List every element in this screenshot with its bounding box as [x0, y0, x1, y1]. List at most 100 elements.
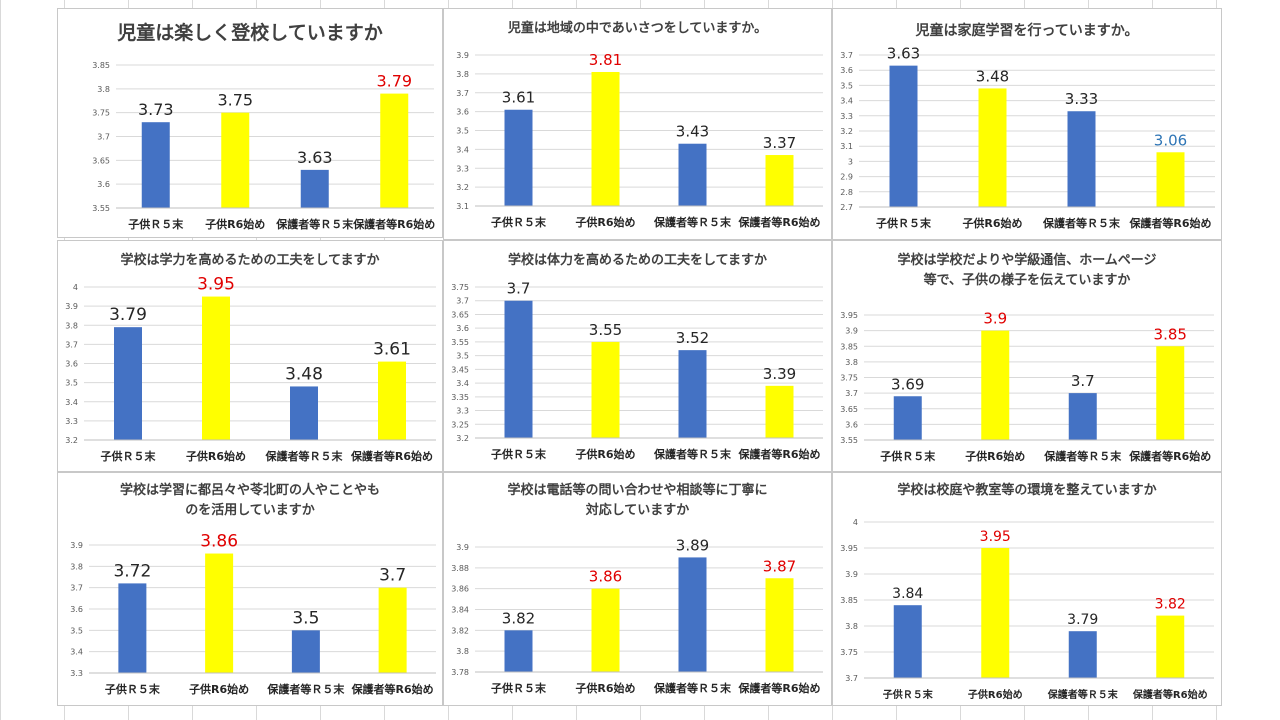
bar [678, 350, 707, 438]
y-tick-label: 3.5 [456, 352, 469, 361]
category-label: 保護者等R6始め [350, 449, 433, 463]
y-tick-label: 3.4 [456, 379, 469, 388]
y-tick-label: 3.35 [451, 393, 469, 402]
bar [202, 296, 230, 440]
data-label: 3.86 [200, 532, 238, 552]
data-label: 3.79 [1067, 612, 1098, 628]
category-label: 子供Ｒ５末 [491, 215, 547, 229]
bar [1156, 152, 1185, 207]
y-tick-label: 3.5 [70, 626, 83, 635]
data-label: 3.86 [589, 568, 622, 586]
category-label: 子供Ｒ５末 [105, 682, 161, 696]
y-tick-label: 3.1 [456, 202, 469, 211]
category-label: 子供R6始め [575, 447, 635, 461]
category-label: 保護者等Ｒ５末 [1042, 216, 1121, 230]
bar [678, 143, 707, 206]
y-tick-label: 3.7 [456, 297, 469, 306]
y-tick-label: 3.45 [451, 365, 469, 374]
data-label: 3.48 [285, 364, 323, 384]
data-label: 3.79 [376, 72, 412, 91]
bar [1068, 393, 1097, 440]
y-tick-label: 3.5 [65, 379, 78, 388]
data-label: 3.7 [379, 566, 406, 586]
chart-title: 学校は学校だよりや学級通信、ホームページ 等で、子供の様子を伝えていますか [833, 251, 1221, 291]
chart-panel-8: 3.78 3.8 3.82 3.84 3.86 3.88 3.9 3.82 子供Ｒ５末 3.86 子… [443, 472, 832, 706]
data-label: 3.39 [763, 365, 796, 383]
y-tick-label: 3.8 [845, 358, 858, 367]
y-tick-label: 3.8 [456, 647, 469, 656]
y-tick-label: 3.6 [65, 360, 78, 369]
y-tick-label: 3.8 [65, 321, 78, 330]
y-tick-label: 3.7 [840, 51, 853, 60]
category-label: 保護者等Ｒ５末 [653, 681, 732, 695]
chart-title-line: 対応していますか [585, 503, 690, 519]
chart-title-line: 児童は楽しく登校していますか [117, 22, 383, 44]
bar [118, 583, 147, 673]
data-label: 3.79 [109, 305, 147, 325]
y-tick-label: 3.4 [840, 97, 853, 106]
category-label: 子供R6始め [575, 681, 635, 695]
category-label: 保護者等Ｒ５末 [1047, 688, 1119, 701]
bar [765, 155, 794, 206]
chart-svg: 3.7 3.75 3.8 3.85 3.9 3.95 4 3.84 子供Ｒ５末 3.95 子供R6始… [840, 518, 1214, 701]
y-tick-label: 3.5 [456, 127, 469, 136]
y-tick-label: 3.95 [840, 544, 858, 553]
bar [290, 386, 318, 440]
bar [765, 578, 794, 672]
y-tick-label: 3.95 [840, 311, 858, 320]
y-tick-label: 3.3 [456, 407, 469, 416]
y-tick-label: 3.9 [456, 543, 469, 552]
chart-svg: 3.2 3.25 3.3 3.35 3.4 3.45 3.5 3.55 3.6 3.65 3.7 3.… [451, 280, 823, 461]
data-label: 3.55 [589, 321, 622, 339]
data-label: 3.84 [892, 586, 923, 602]
bar [205, 553, 234, 673]
y-tick-label: 3.78 [451, 668, 469, 677]
chart-panel-1: 3.55 3.6 3.65 3.7 3.75 3.8 3.85 3.73 子供Ｒ５末 3.75 子供… [57, 8, 443, 238]
category-label: 保護者等R6始め [1128, 449, 1211, 463]
y-tick-label: 3.86 [451, 585, 469, 594]
y-tick-label: 3.6 [840, 66, 853, 75]
y-tick-label: 3.7 [65, 340, 78, 349]
category-label: 保護者等Ｒ５末 [653, 447, 732, 461]
chart-panel-6: 3.55 3.6 3.65 3.7 3.75 3.8 3.85 3.9 3.95 3.69 子供Ｒ５… [832, 240, 1222, 472]
chart-svg: 3.3 3.4 3.5 3.6 3.7 3.8 3.9 3.72 子供Ｒ５末 3.86 子供R6始め… [70, 532, 436, 696]
y-tick-label: 3.55 [840, 436, 858, 445]
y-tick-label: 3.8 [97, 85, 110, 94]
y-tick-label: 3.8 [70, 562, 83, 571]
bar [1068, 631, 1097, 678]
y-tick-label: 3.3 [65, 417, 78, 426]
bar [1156, 346, 1185, 440]
category-label: 子供R6始め [962, 216, 1022, 230]
y-tick-label: 3.75 [451, 283, 469, 292]
bar [591, 341, 620, 438]
category-label: 保護者等R6始め [737, 681, 820, 695]
category-label: 子供Ｒ５末 [876, 216, 932, 230]
y-tick-label: 3.7 [845, 389, 858, 398]
category-label: 子供R6始め [965, 449, 1025, 463]
data-label: 3.48 [976, 67, 1009, 85]
chart-svg: 3.78 3.8 3.82 3.84 3.86 3.88 3.9 3.82 子供Ｒ５末 3.86 子… [451, 536, 823, 695]
category-label: 保護者等Ｒ５末 [275, 217, 354, 231]
y-tick-label: 3.88 [451, 564, 469, 573]
y-tick-label: 3.6 [845, 420, 858, 429]
chart-title-line: 学校は電話等の問い合わせや相談等に丁寧に [507, 483, 768, 498]
category-label: 子供R6始め [205, 217, 265, 231]
y-tick-label: 3.6 [456, 108, 469, 117]
chart-title: 児童は地域の中であいさつをしていますか。 [444, 19, 831, 39]
chart-title: 学校は体力を高めるための工夫をしてますか [444, 251, 831, 271]
chart-title-line: 学校は学力を高めるための工夫をしてますか [120, 253, 380, 268]
category-label: 子供Ｒ５末 [101, 449, 157, 463]
category-label: 保護者等R6始め [737, 447, 820, 461]
category-label: 子供Ｒ５末 [491, 681, 547, 695]
y-tick-label: 4 [73, 283, 78, 292]
bar [893, 605, 922, 678]
bar [591, 588, 620, 672]
chart-title: 学校は学習に都呂々や苓北町の人やことやも のを活用していますか [58, 481, 442, 521]
bar [678, 557, 707, 672]
y-tick-label: 3.55 [451, 338, 469, 347]
data-label: 3.06 [1154, 131, 1187, 149]
bar [378, 361, 406, 440]
chart-title-line: 学校は体力を高めるための工夫をしてますか [508, 253, 767, 268]
chart-title: 学校は校庭や教室等の環境を整えていますか [833, 481, 1221, 501]
y-tick-label: 3.9 [65, 302, 78, 311]
